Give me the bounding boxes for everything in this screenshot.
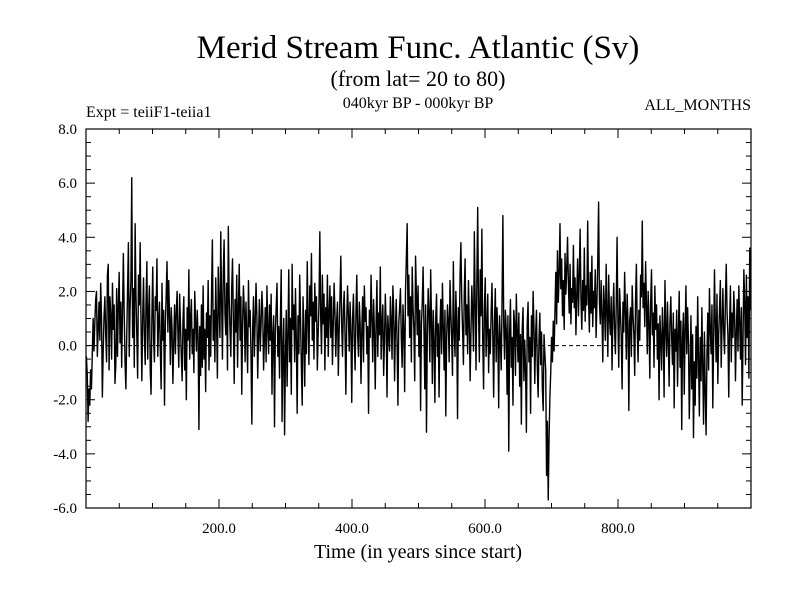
y-tick-label: -2.0 — [53, 393, 77, 409]
plot-area — [85, 128, 752, 509]
expt-label: Expt = teiiF1-teiia1 — [86, 104, 211, 121]
chart-title: Merid Stream Func. Atlantic (Sv) — [197, 30, 640, 66]
x-tick-label: 200.0 — [202, 521, 236, 537]
chart-subtitle: (from lat= 20 to 80) — [331, 66, 506, 91]
y-tick-label: 0.0 — [58, 339, 77, 355]
x-tick-label: 800.0 — [601, 521, 635, 537]
y-axis: 8.0 6.0 4.0 2.0 0.0 -2.0 -4.0 -6.0 — [53, 122, 751, 517]
x-tick-label: 600.0 — [468, 521, 502, 537]
y-tick-label: 2.0 — [58, 284, 77, 300]
x-axis: 200.0 400.0 600.0 800.0 — [118, 129, 719, 537]
series-line — [85, 177, 752, 501]
period-label: 040kyr BP - 000kyr BP — [343, 95, 494, 112]
months-label: ALL_MONTHS — [644, 97, 751, 114]
y-tick-label: -4.0 — [53, 447, 77, 463]
y-tick-label: 6.0 — [58, 176, 77, 192]
x-axis-label: Time (in years since start) — [314, 541, 522, 563]
y-tick-label: -6.0 — [53, 501, 77, 517]
x-tick-label: 400.0 — [335, 521, 369, 537]
y-tick-label: 8.0 — [58, 122, 77, 138]
y-tick-label: 4.0 — [58, 230, 77, 246]
